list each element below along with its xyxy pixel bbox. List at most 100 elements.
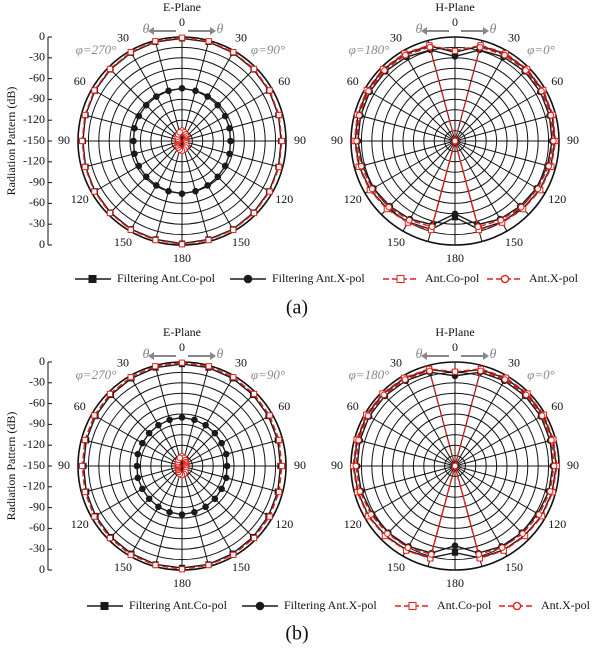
r-tick-label: 0 bbox=[39, 354, 45, 368]
legend-marker bbox=[243, 274, 253, 284]
marker bbox=[127, 226, 134, 233]
marker bbox=[91, 188, 98, 195]
grid-spoke bbox=[364, 88, 456, 142]
marker bbox=[142, 101, 150, 109]
marker bbox=[266, 87, 273, 94]
grid-spoke bbox=[381, 140, 456, 215]
theta-tick-label: 150 bbox=[114, 560, 132, 574]
grid-spoke bbox=[402, 375, 456, 467]
marker bbox=[106, 390, 114, 398]
marker bbox=[355, 436, 362, 444]
marker bbox=[355, 112, 363, 119]
grid-spoke bbox=[454, 465, 508, 557]
theta-tick-label: 30 bbox=[390, 31, 402, 45]
marker bbox=[145, 429, 153, 437]
r-tick-label: -30 bbox=[29, 216, 45, 230]
legend-marker bbox=[408, 602, 417, 610]
grid-spoke bbox=[154, 365, 183, 467]
legend-marker bbox=[500, 274, 510, 284]
r-tick-label: -60 bbox=[29, 195, 45, 209]
marker bbox=[106, 209, 114, 217]
grid-spoke bbox=[108, 465, 183, 540]
theta-tick-label: 150 bbox=[232, 235, 250, 249]
marker bbox=[356, 488, 364, 495]
grid-spoke bbox=[364, 140, 456, 194]
marker bbox=[222, 474, 230, 482]
marker bbox=[223, 462, 231, 470]
theta-tick-label: 60 bbox=[74, 399, 86, 413]
series bbox=[79, 34, 285, 248]
marker bbox=[192, 187, 199, 195]
marker bbox=[278, 137, 285, 145]
phi-label: φ=0° bbox=[527, 42, 555, 57]
marker bbox=[276, 163, 283, 171]
phi-label: φ=90° bbox=[251, 42, 285, 57]
theta-symbol: θ bbox=[217, 22, 224, 37]
grid-spoke bbox=[454, 465, 529, 540]
marker bbox=[79, 462, 86, 470]
r-tick-label: -30 bbox=[29, 375, 45, 389]
marker bbox=[205, 562, 212, 569]
theta-tick-label: 120 bbox=[71, 192, 89, 206]
marker bbox=[134, 474, 142, 482]
theta-tick-label: 150 bbox=[387, 235, 405, 249]
legend-marker bbox=[100, 602, 109, 610]
marker bbox=[522, 67, 529, 74]
marker bbox=[451, 462, 459, 470]
theta-tick-label: 120 bbox=[344, 192, 362, 206]
marker bbox=[165, 87, 172, 95]
marker bbox=[226, 150, 233, 158]
theta-tick-label: 60 bbox=[551, 399, 563, 413]
marker bbox=[250, 534, 258, 542]
theta-tick-label: 0 bbox=[179, 340, 185, 354]
grid-spoke bbox=[129, 465, 183, 557]
marker bbox=[451, 137, 459, 145]
marker bbox=[176, 454, 184, 462]
marker bbox=[202, 421, 209, 429]
grid-spoke bbox=[454, 140, 529, 215]
theta-tick-label: 30 bbox=[117, 356, 129, 370]
marker bbox=[139, 485, 146, 493]
marker bbox=[401, 376, 409, 383]
marker bbox=[546, 488, 554, 495]
grid-spoke bbox=[91, 413, 183, 467]
theta-tick-label: 90 bbox=[294, 133, 306, 147]
theta-arrowhead bbox=[210, 27, 216, 35]
marker bbox=[152, 562, 159, 569]
outer-ring bbox=[350, 36, 560, 246]
grid-spoke bbox=[402, 140, 456, 232]
r-tick-label: 0 bbox=[39, 562, 45, 576]
grid-spoke bbox=[154, 465, 183, 567]
grid-spoke bbox=[454, 113, 556, 142]
marker bbox=[364, 412, 372, 420]
marker bbox=[451, 53, 459, 60]
theta-tick-label: 150 bbox=[232, 560, 250, 574]
marker bbox=[384, 530, 391, 537]
legend-marker bbox=[255, 601, 265, 611]
theta-tick-label: 180 bbox=[173, 576, 191, 590]
theta-arrowhead bbox=[421, 352, 427, 360]
marker bbox=[226, 124, 233, 132]
marker bbox=[79, 137, 86, 145]
marker bbox=[165, 187, 172, 195]
marker bbox=[474, 223, 482, 231]
grid-spoke bbox=[454, 67, 529, 142]
theta-tick-label: 120 bbox=[275, 192, 293, 206]
marker bbox=[501, 51, 508, 59]
legend-label: Filtering Ant.Co-pol bbox=[129, 598, 228, 612]
theta-arrowhead bbox=[210, 352, 216, 360]
theta-tick-label: 150 bbox=[505, 235, 523, 249]
r-tick-label: 0 bbox=[39, 29, 45, 43]
grid-spoke bbox=[181, 413, 273, 467]
r-tick-label: -90 bbox=[29, 499, 45, 513]
theta-symbol: θ bbox=[217, 347, 224, 362]
theta-tick-label: 90 bbox=[567, 133, 579, 147]
grid-spoke bbox=[454, 392, 529, 467]
marker bbox=[498, 544, 506, 551]
legend-marker bbox=[512, 601, 522, 611]
marker bbox=[214, 173, 222, 181]
grid-spoke bbox=[81, 465, 183, 494]
marker bbox=[451, 368, 459, 375]
theta-tick-label: 30 bbox=[508, 356, 520, 370]
series bbox=[353, 43, 557, 231]
